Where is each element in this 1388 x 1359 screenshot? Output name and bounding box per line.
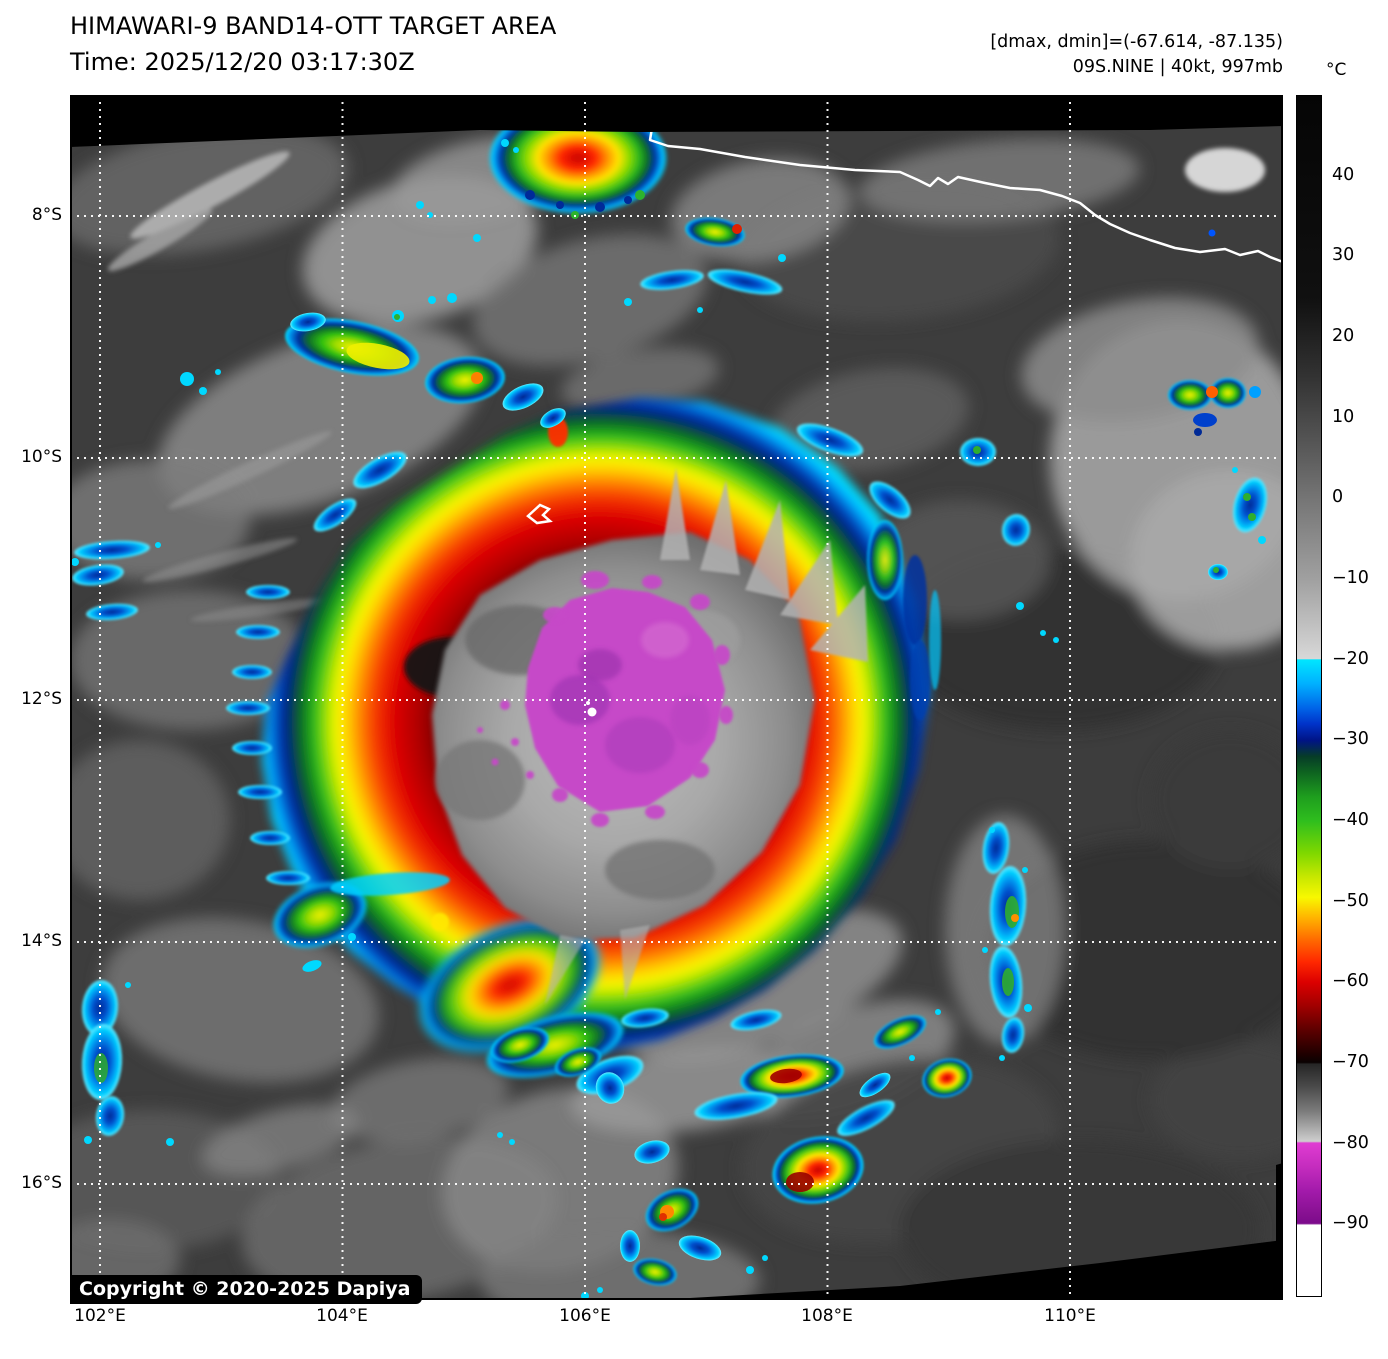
west-edge-cells bbox=[71, 540, 356, 1146]
cb-tick-10: 10 bbox=[1332, 407, 1355, 427]
satellite-image bbox=[70, 95, 1283, 1300]
timestamp: Time: 2025/12/20 03:17:30Z bbox=[70, 48, 415, 76]
tiny-cold-pixel bbox=[1208, 229, 1216, 237]
cb-tick-m10: −10 bbox=[1332, 568, 1369, 588]
lat-tick-10s: 10°S bbox=[21, 447, 62, 467]
cb-tick-30: 30 bbox=[1332, 245, 1355, 265]
lat-tick-12s: 12°S bbox=[21, 689, 62, 709]
cb-tick-m70: −70 bbox=[1332, 1052, 1369, 1072]
lon-tick-106e: 106°E bbox=[559, 1306, 611, 1326]
copyright-badge: Copyright © 2020-2025 Dapiya bbox=[70, 1275, 423, 1304]
lon-tick-108e: 108°E bbox=[801, 1306, 853, 1326]
cb-tick-20: 20 bbox=[1332, 326, 1355, 346]
cb-tick-0: 0 bbox=[1332, 487, 1344, 507]
southwest-arm bbox=[273, 872, 450, 948]
cb-tick-m90: −90 bbox=[1332, 1213, 1369, 1233]
coastline bbox=[638, 95, 1283, 264]
storm-id-intensity: 09S.NINE | 40kt, 997mb bbox=[1072, 57, 1283, 77]
page-title: HIMAWARI-9 BAND14-OTT TARGET AREA bbox=[70, 12, 557, 40]
cb-tick-m30: −30 bbox=[1332, 729, 1369, 749]
lat-tick-16s: 16°S bbox=[21, 1173, 62, 1193]
northeast-cells bbox=[960, 378, 1268, 643]
storm-info-block: [dmax, dmin]=(-67.614, -87.135) 09S.NINE… bbox=[990, 30, 1283, 80]
cb-tick-m40: −40 bbox=[1332, 810, 1369, 830]
overshooting-top-white-pixel bbox=[587, 707, 597, 717]
southern-arc-convection bbox=[491, 1008, 941, 1300]
dmax-contour-marker bbox=[526, 503, 553, 525]
cb-tick-m50: −50 bbox=[1332, 891, 1369, 911]
cb-tick-40: 40 bbox=[1332, 165, 1355, 185]
dmax-dmin-readout: [dmax, dmin]=(-67.614, -87.135) bbox=[990, 32, 1283, 52]
lat-tick-14s: 14°S bbox=[21, 931, 62, 951]
cb-tick-m20: −20 bbox=[1332, 649, 1369, 669]
lat-tick-8s: 8°S bbox=[31, 205, 62, 225]
graticule bbox=[70, 95, 1283, 1300]
lon-tick-110e: 110°E bbox=[1044, 1306, 1096, 1326]
northwest-band-cells bbox=[180, 201, 566, 428]
lon-tick-104e: 104°E bbox=[316, 1306, 368, 1326]
colorbar-unit-label: °C bbox=[1326, 60, 1347, 80]
lon-tick-102e: 102°E bbox=[74, 1306, 126, 1326]
colorbar-gradient bbox=[1296, 95, 1322, 1297]
cb-tick-m60: −60 bbox=[1332, 971, 1369, 991]
shield-west-fringe bbox=[226, 423, 911, 885]
gravity-wave-spikes bbox=[545, 468, 868, 1005]
cb-tick-m80: −80 bbox=[1332, 1133, 1369, 1153]
east-band-cells bbox=[922, 822, 1032, 1098]
map-frame bbox=[70, 95, 1283, 1300]
gray-cloud-field bbox=[70, 125, 1283, 1300]
